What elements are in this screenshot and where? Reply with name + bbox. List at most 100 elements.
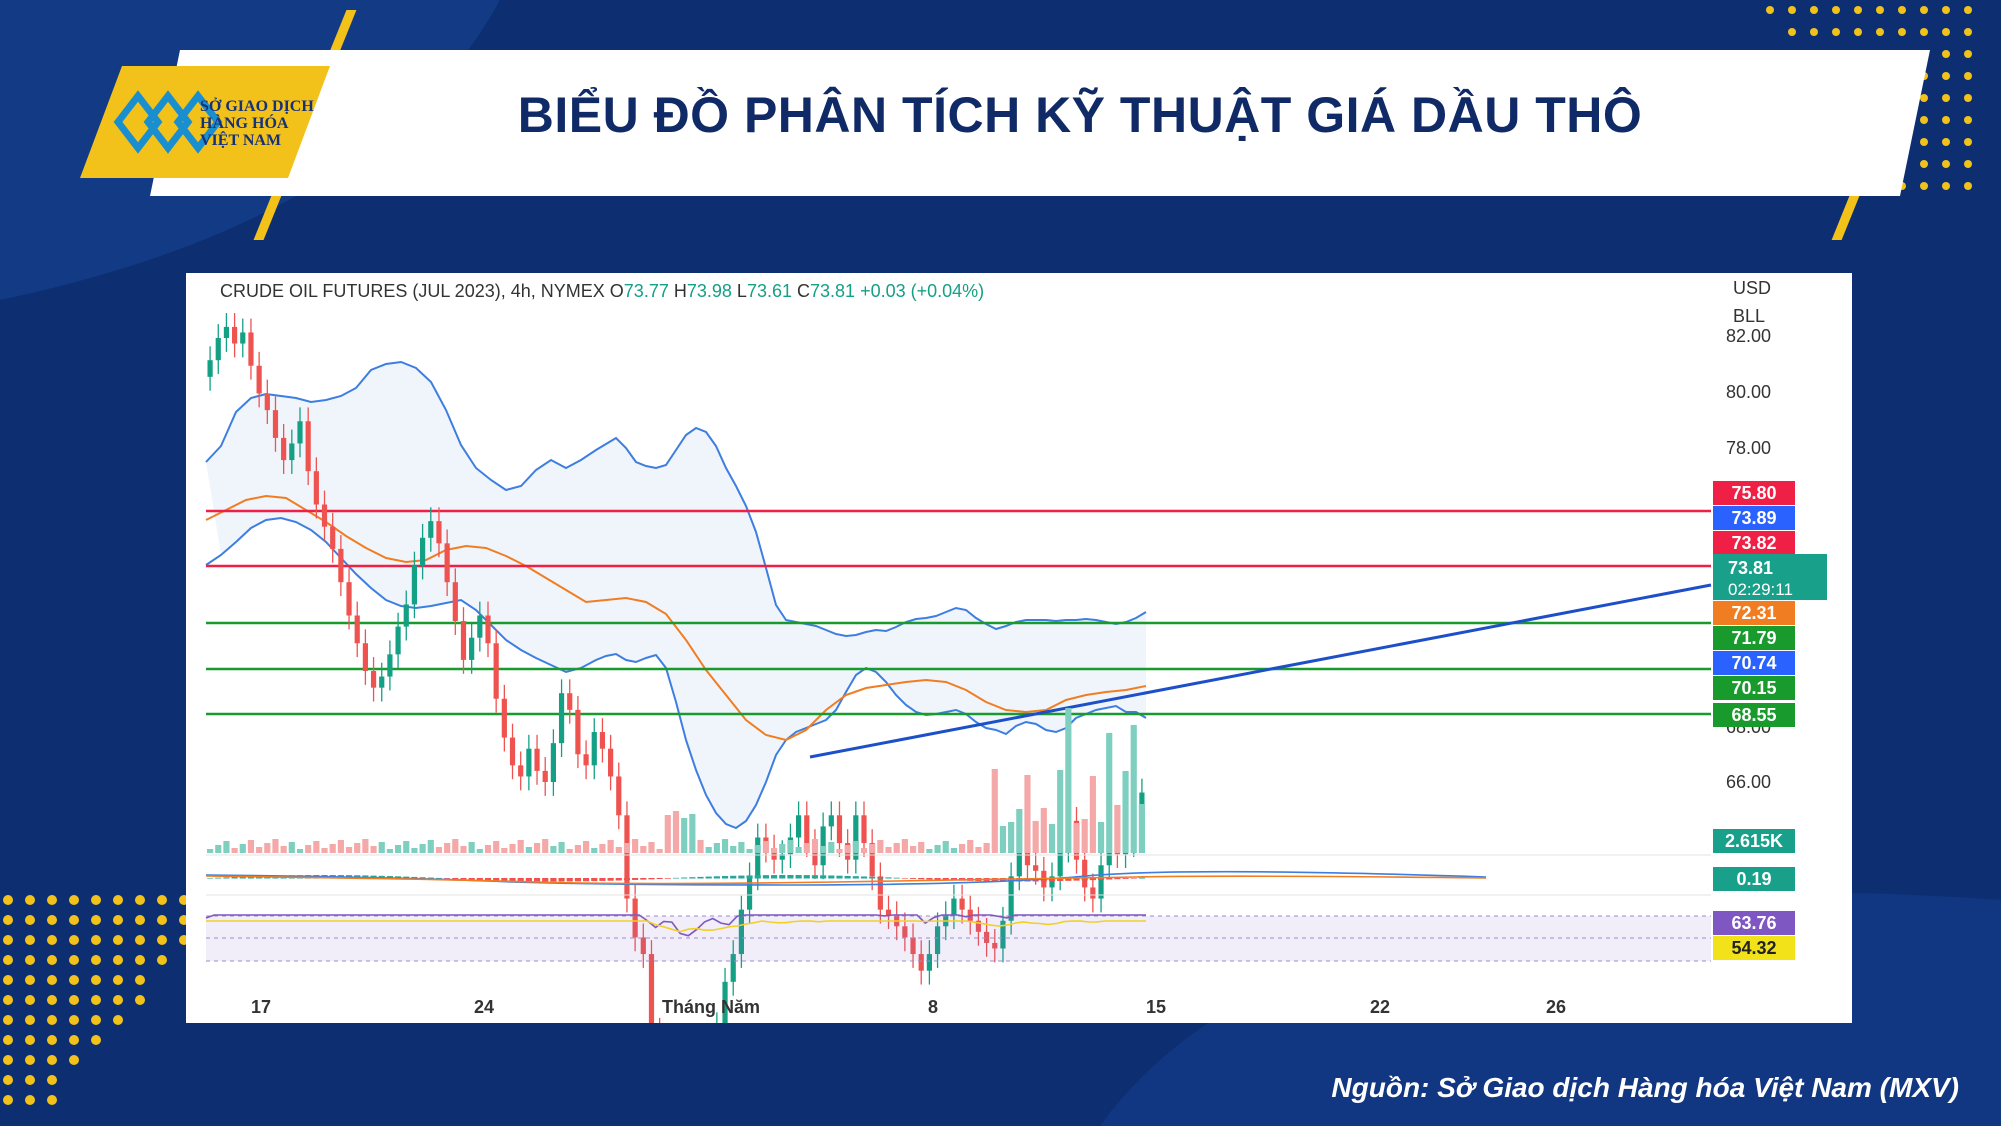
decorative-dot [91,915,101,925]
decorative-dot [1920,116,1928,124]
price-tag-text: 72.31 [1731,603,1776,623]
candle-body [1016,848,1022,877]
decorative-dot [157,955,167,965]
price-tag: 73.82 [1713,531,1795,555]
candle-body [558,693,565,744]
volume-bar [509,844,516,853]
candle-body [289,443,295,461]
decorative-dot [1766,6,1774,14]
volume-bar [288,842,295,853]
decorative-dot [3,1035,13,1045]
volume-bar [1065,708,1072,853]
y-tick-label: 66.00 [1726,772,1771,792]
macd-bar [223,877,230,879]
decorative-dot [47,1075,57,1085]
macd-tag: 0.19 [1713,867,1795,891]
macd-bar [493,878,500,881]
decorative-dot [25,935,35,945]
macd-bar [1065,878,1072,881]
volume-bar [1032,821,1039,853]
volume-bar [1089,776,1096,853]
decorative-dot [69,915,79,925]
macd-bar [909,878,917,879]
macd-bar [419,877,426,879]
decorative-dot [135,975,145,985]
macd-bar [476,878,483,881]
candle-body [223,326,230,338]
volume-bar [207,849,214,853]
macd-bar [550,878,557,882]
volume-bar [231,848,238,853]
macd-bar [738,875,745,879]
decorative-dot [113,895,123,905]
volume-bar [1130,725,1137,853]
volume-bar [435,847,443,853]
macd-bar [836,875,843,879]
macd-bar [525,878,532,882]
decorative-dot [69,995,79,1005]
volume-bar [893,843,900,853]
volume-bar [836,849,843,853]
macd-bar [811,875,819,879]
candle-body [526,748,532,777]
volume-bar [239,844,246,853]
price-tag-text: 73.82 [1731,533,1776,553]
candle-body [599,732,606,749]
decorative-dot [113,975,123,985]
macd-bar [533,878,541,882]
close-value: 73.81 [810,281,856,301]
decorative-dot [3,935,13,945]
decorative-dot [1876,28,1884,36]
volume-bar [999,826,1007,853]
volume-bar [370,846,377,853]
rsi-tag: 63.76 [1713,911,1795,935]
macd-bar [893,877,900,879]
candle-body [755,837,761,877]
macd-bar [901,878,908,879]
volume-bar [305,845,312,853]
decorative-dot [1964,182,1972,190]
macd-bar [1114,878,1121,880]
macd-bar [664,878,671,879]
macd-bar [1081,878,1088,881]
volume-bar [403,841,410,853]
rsi-line [205,914,1146,937]
volume-bar [918,842,925,853]
macd-bar [771,875,778,879]
decorative-dots [3,895,211,1105]
candle-body [534,748,540,771]
price-tag: 72.31 [1713,601,1795,625]
volume-bar [877,840,884,853]
volume-bar [1073,823,1080,853]
volume-bar [337,840,344,853]
volume-bar [909,846,917,853]
decorative-dot [1964,28,1972,36]
candle-body [1008,876,1014,921]
volume-bar [215,845,222,853]
price-tag: 68.55 [1713,703,1795,727]
macd-bar [452,878,459,880]
decorative-dot [47,1035,57,1045]
volume-bar [672,811,680,853]
volume-bar [901,839,908,853]
macd-bar [730,875,737,879]
volume-bar [803,843,810,853]
volume-bar [950,848,957,853]
volume-tag-text: 2.615K [1725,831,1783,851]
volume-bar [607,840,614,853]
volume-bar [378,842,385,853]
volume-bar [264,843,271,853]
macd-bar [754,875,761,879]
macd-bar [762,875,769,879]
decorative-dot [1942,28,1950,36]
candle-body [1033,865,1039,871]
macd-bar [395,876,402,879]
decorative-dot [47,975,57,985]
volume-bar [1138,804,1145,853]
decorative-dot [1854,28,1862,36]
macd-bar [517,878,524,882]
volume-bar [820,846,827,853]
macd-bar [623,878,631,881]
volume-bar [730,846,737,853]
decorative-dot [1964,72,1972,80]
